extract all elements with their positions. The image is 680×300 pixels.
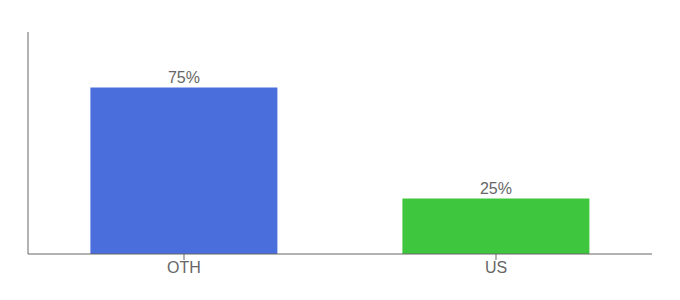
svg-text:75%: 75% [168, 69, 200, 86]
svg-text:25%: 25% [480, 180, 512, 197]
svg-text:US: US [485, 259, 507, 276]
svg-text:OTH: OTH [167, 259, 201, 276]
